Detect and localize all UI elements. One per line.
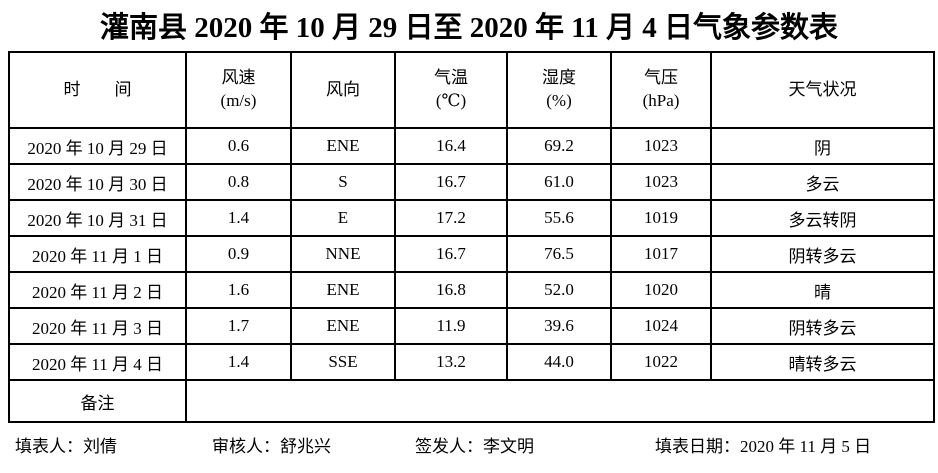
col-label-wind-speed: 风速 — [221, 68, 256, 88]
col-label-weather: 天气状况 — [788, 79, 857, 99]
cell-wind-speed: 1.4 — [185, 199, 292, 237]
cell-humidity: 61.0 — [506, 163, 612, 201]
table-row: 2020 年 11 月 4 日 1.4 SSE 13.2 44.0 1022 晴… — [8, 343, 935, 381]
col-header-temperature: 气温 (℃) — [394, 51, 508, 129]
cell-weather: 多云 — [710, 163, 935, 201]
page-title: 灌南县 2020 年 10 月 29 日至 2020 年 11 月 4 日气象参… — [100, 12, 838, 44]
cell-date: 2020 年 10 月 29 日 — [8, 127, 187, 165]
cell-wind-direction: NNE — [290, 235, 396, 273]
remarks-label: 备注 — [8, 379, 187, 423]
cell-humidity: 39.6 — [506, 307, 612, 345]
cell-date: 2020 年 10 月 31 日 — [8, 199, 187, 237]
remarks-value — [185, 379, 935, 423]
cell-wind-direction: E — [290, 199, 396, 237]
cell-weather: 多云转阴 — [710, 199, 935, 237]
cell-wind-direction: SSE — [290, 343, 396, 381]
cell-wind-speed: 0.8 — [185, 163, 292, 201]
cell-date: 2020 年 11 月 4 日 — [8, 343, 187, 381]
col-label-temperature: 气温 — [434, 68, 468, 88]
col-header-wind-speed: 风速 (m/s) — [185, 51, 292, 129]
cell-pressure: 1023 — [610, 163, 712, 201]
col-unit-wind-speed: (m/s) — [220, 91, 257, 110]
cell-humidity: 52.0 — [506, 271, 612, 309]
cell-temperature: 16.4 — [394, 127, 508, 165]
cell-pressure: 1024 — [610, 307, 712, 345]
cell-wind-direction: ENE — [290, 271, 396, 309]
cell-date: 2020 年 11 月 1 日 — [8, 235, 187, 273]
cell-weather: 阴转多云 — [710, 307, 935, 345]
cell-wind-speed: 1.6 — [185, 271, 292, 309]
cell-temperature: 13.2 — [394, 343, 508, 381]
cell-humidity: 44.0 — [506, 343, 612, 381]
col-label-humidity: 湿度 — [542, 68, 576, 88]
table-row: 2020 年 10 月 29 日 0.6 ENE 16.4 69.2 1023 … — [8, 127, 935, 165]
form-reviewer: 审核人：舒兆兴 — [212, 437, 331, 456]
cell-pressure: 1022 — [610, 343, 712, 381]
cell-wind-speed: 0.9 — [185, 235, 292, 273]
cell-pressure: 1019 — [610, 199, 712, 237]
cell-weather: 晴 — [710, 271, 935, 309]
cell-weather: 晴转多云 — [710, 343, 935, 381]
col-header-pressure: 气压 (hPa) — [610, 51, 712, 129]
table-row: 2020 年 11 月 1 日 0.9 NNE 16.7 76.5 1017 阴… — [8, 235, 935, 273]
cell-pressure: 1020 — [610, 271, 712, 309]
weather-report-page: 灌南县 2020 年 10 月 29 日至 2020 年 11 月 4 日气象参… — [0, 4, 938, 473]
cell-weather: 阴 — [710, 127, 935, 165]
cell-date: 2020 年 11 月 2 日 — [8, 271, 187, 309]
cell-temperature: 11.9 — [394, 307, 508, 345]
cell-wind-speed: 0.6 — [185, 127, 292, 165]
form-filler: 填表人：刘倩 — [15, 437, 117, 456]
col-unit-temperature: (℃) — [435, 91, 467, 110]
signature-row: 填表人：刘倩 审核人：舒兆兴 签发人：李文明 填表日期：2020 年 11 月 … — [0, 432, 938, 458]
cell-wind-speed: 1.4 — [185, 343, 292, 381]
table-row: 2020 年 10 月 30 日 0.8 S 16.7 61.0 1023 多云 — [8, 163, 935, 201]
cell-wind-speed: 1.7 — [185, 307, 292, 345]
cell-pressure: 1017 — [610, 235, 712, 273]
col-label-pressure: 气压 — [644, 68, 678, 88]
cell-wind-direction: ENE — [290, 127, 396, 165]
col-label-time: 时 间 — [63, 79, 132, 99]
cell-wind-direction: ENE — [290, 307, 396, 345]
cell-temperature: 17.2 — [394, 199, 508, 237]
table-row: 2020 年 11 月 3 日 1.7 ENE 11.9 39.6 1024 阴… — [8, 307, 935, 345]
cell-date: 2020 年 11 月 3 日 — [8, 307, 187, 345]
weather-table: 时 间 风速 (m/s) 风向 气温 (℃) 湿度 (%) — [8, 51, 935, 423]
cell-humidity: 76.5 — [506, 235, 612, 273]
form-issuer: 签发人：李文明 — [415, 437, 534, 456]
cell-humidity: 69.2 — [506, 127, 612, 165]
col-unit-humidity: (%) — [546, 91, 572, 110]
col-header-wind-direction: 风向 — [290, 51, 396, 129]
header-row: 时 间 风速 (m/s) 风向 气温 (℃) 湿度 (%) — [8, 51, 935, 129]
cell-pressure: 1023 — [610, 127, 712, 165]
cell-temperature: 16.7 — [394, 235, 508, 273]
cell-temperature: 16.7 — [394, 163, 508, 201]
cell-temperature: 16.8 — [394, 271, 508, 309]
col-header-weather: 天气状况 — [710, 51, 935, 129]
cell-date: 2020 年 10 月 30 日 — [8, 163, 187, 201]
remarks-row: 备注 — [8, 379, 935, 423]
table-row: 2020 年 11 月 2 日 1.6 ENE 16.8 52.0 1020 晴 — [8, 271, 935, 309]
col-header-time: 时 间 — [8, 51, 187, 129]
form-fill-date: 填表日期：2020 年 11 月 5 日 — [655, 437, 872, 456]
col-header-humidity: 湿度 (%) — [506, 51, 612, 129]
cell-weather: 阴转多云 — [710, 235, 935, 273]
cell-humidity: 55.6 — [506, 199, 612, 237]
table-row: 2020 年 10 月 31 日 1.4 E 17.2 55.6 1019 多云… — [8, 199, 935, 237]
col-label-wind-direction: 风向 — [326, 79, 360, 99]
cell-wind-direction: S — [290, 163, 396, 201]
col-unit-pressure: (hPa) — [642, 91, 680, 110]
